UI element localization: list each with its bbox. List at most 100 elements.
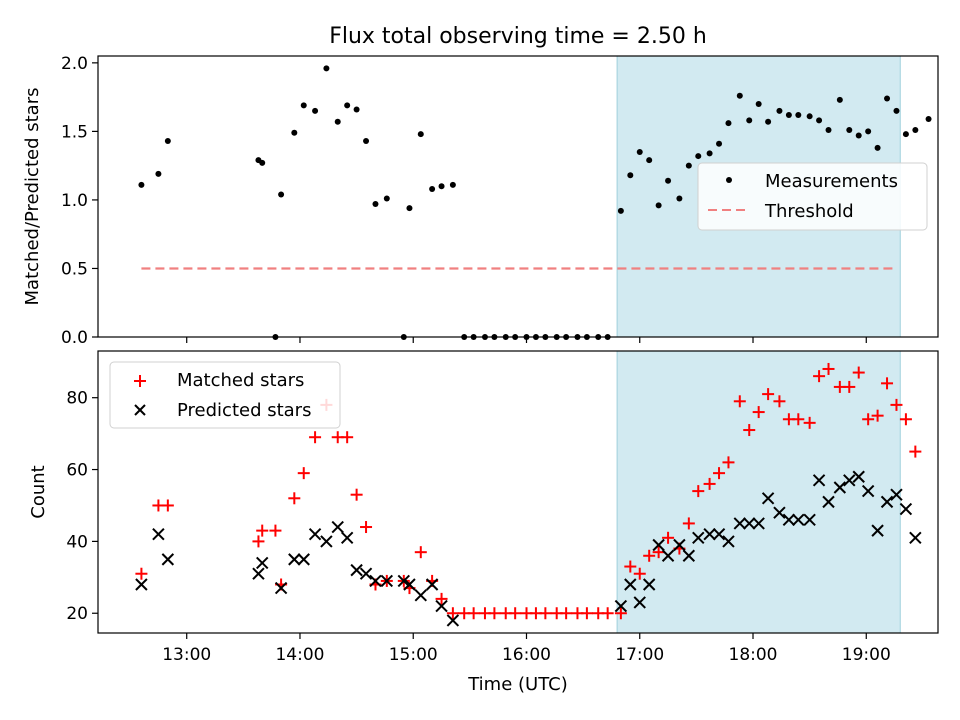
matched-star-point — [871, 409, 884, 422]
measurement-point — [912, 127, 919, 134]
predicted-star-point — [414, 589, 427, 602]
matched-star-point — [633, 567, 646, 580]
predicted-star-point — [692, 531, 705, 545]
count-axes-frame — [97, 350, 939, 634]
time-x-tick-label: 14:00 — [275, 645, 324, 665]
measurement-point — [138, 181, 145, 188]
ratio-panel: 0.00.51.01.52.0 Matched/Predicted stars … — [22, 54, 939, 348]
predicted-star-point — [152, 528, 165, 541]
predicted-star-point — [397, 574, 411, 588]
measurement-point — [836, 96, 843, 103]
predicted-star-point — [822, 495, 835, 509]
ratio-y-tick-label: 1.0 — [61, 191, 88, 211]
matched-star-point — [643, 549, 656, 562]
predicted-star-point — [733, 517, 747, 530]
measurement-point — [706, 150, 713, 157]
matched-star-point — [909, 445, 922, 458]
count-y-tick-label: 80 — [66, 389, 88, 409]
measurement-point — [855, 132, 862, 139]
predicted-star-point — [161, 553, 175, 566]
predicted-star-point — [833, 481, 847, 494]
measurement-point — [353, 106, 360, 113]
predicted-star-point — [773, 506, 786, 519]
count-y-tick-label: 60 — [66, 461, 88, 481]
predicted-star-point — [890, 488, 903, 501]
predicted-star-point — [782, 513, 796, 527]
ratio-y-tick-label: 1.5 — [61, 122, 88, 142]
predicted-star-point — [652, 538, 665, 552]
time-x-axis: 13:00 14:00 15:00 16:00 17:00 18:00 19:00 — [162, 633, 891, 665]
matched-star-point — [350, 488, 363, 501]
predicted-legend-label: Predicted stars — [177, 400, 311, 421]
predicted-star-point — [743, 517, 756, 530]
count-legend-box — [109, 361, 341, 429]
predicted-star-point — [722, 535, 735, 548]
predicted-star-point — [435, 599, 448, 613]
matched-star-point — [703, 477, 716, 490]
matched-star-point — [881, 377, 894, 390]
predicted-star-point — [661, 549, 675, 562]
predicted-star-point — [673, 538, 686, 552]
predicted-star-point — [446, 614, 460, 627]
measurement-point — [372, 201, 379, 208]
predicted-star-point — [861, 484, 875, 498]
matched-star-point — [297, 467, 310, 480]
matched-star-point — [813, 370, 826, 383]
matched-star-point — [414, 546, 427, 559]
measurement-point — [344, 102, 351, 109]
matched-star-point — [773, 395, 786, 408]
matched-star-point — [256, 524, 269, 537]
count-legend: Matched stars Predicted stars — [109, 361, 341, 429]
matched-star-point — [624, 560, 637, 573]
matched-star-point — [862, 413, 875, 426]
time-x-tick-label: 15:00 — [389, 645, 438, 665]
measurement-point — [291, 129, 298, 136]
measurement-point — [925, 116, 932, 123]
predicted-star-point — [899, 502, 913, 516]
predicted-star-point — [135, 578, 148, 591]
matched-star-point — [309, 431, 322, 444]
matched-star-point — [435, 592, 448, 605]
predicted-star-point — [633, 596, 646, 609]
time-x-tick-label: 18:00 — [729, 645, 778, 665]
matched-star-point — [580, 607, 593, 620]
measurement-point — [776, 107, 783, 114]
predicted-star-point — [425, 578, 439, 591]
matched-star-point — [269, 524, 282, 537]
measurement-point — [406, 205, 413, 212]
predicted-star-point — [682, 549, 696, 562]
predicted-star-point — [624, 578, 637, 591]
measurement-point — [363, 137, 370, 144]
measurements-series — [138, 65, 932, 340]
predicted-star-point — [288, 553, 301, 566]
matched-star-point — [161, 499, 174, 512]
matched-star-point — [341, 431, 354, 444]
measurement-point — [323, 65, 330, 72]
measurement-point — [685, 162, 692, 169]
matched-star-point — [614, 607, 627, 620]
matched-star-point — [446, 607, 459, 620]
threshold-legend-label: Threshold — [764, 201, 854, 222]
predicted-star-point — [871, 524, 884, 537]
measurement-point — [312, 107, 319, 114]
predicted-star-point — [274, 581, 288, 595]
measurement-point — [383, 195, 390, 202]
matched-star-point — [822, 362, 835, 375]
predicted-star-point — [297, 553, 310, 566]
measurement-point — [736, 92, 743, 99]
measurement-point — [825, 127, 832, 134]
matched-star-point — [890, 398, 903, 411]
measurement-point — [893, 107, 900, 114]
matched-star-point — [852, 366, 865, 379]
matched-legend-label: Matched stars — [177, 370, 304, 391]
measurement-point — [846, 127, 853, 134]
measurement-point — [865, 128, 872, 135]
measurement-point — [646, 157, 653, 164]
measurement-point — [259, 159, 266, 166]
predicted-star-point — [308, 528, 322, 541]
predicted-star-point — [712, 528, 726, 541]
matched-star-point — [899, 413, 912, 426]
count-y-tick-label: 40 — [66, 532, 88, 552]
matched-star-point — [601, 607, 614, 620]
